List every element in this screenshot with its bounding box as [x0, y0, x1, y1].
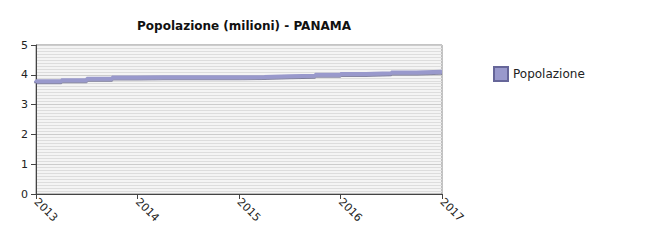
- svg-text:2013: 2013: [31, 195, 60, 224]
- svg-text:3: 3: [21, 98, 28, 111]
- svg-text:Popolazione: Popolazione: [513, 67, 585, 81]
- svg-text:2016: 2016: [336, 195, 365, 224]
- svg-text:2017: 2017: [437, 195, 466, 224]
- svg-text:Popolazione (milioni) - PANAMA: Popolazione (milioni) - PANAMA: [137, 19, 352, 33]
- svg-text:5: 5: [21, 39, 28, 52]
- svg-text:2: 2: [21, 128, 28, 141]
- svg-text:2014: 2014: [133, 195, 162, 224]
- svg-text:1: 1: [21, 158, 28, 171]
- svg-text:2015: 2015: [234, 195, 263, 224]
- svg-text:0: 0: [21, 188, 28, 201]
- svg-text:4: 4: [21, 68, 28, 81]
